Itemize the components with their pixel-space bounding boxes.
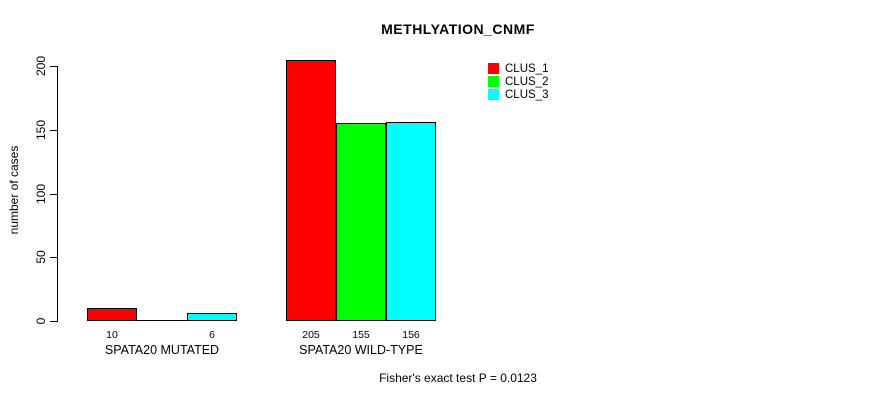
category-label: SPATA20 MUTATED [104,343,220,357]
y-axis-tick [50,257,57,258]
chart-title: METHLYATION_CNMF [381,21,535,37]
legend-item-clus_2: CLUS_2 [488,75,548,88]
legend-label: CLUS_1 [505,62,549,75]
y-axis-tick [50,130,57,131]
bar-clus_1-spata20-mutated [87,308,137,321]
legend-label: CLUS_3 [505,88,549,101]
legend-swatch-icon [488,89,499,100]
y-axis-tick-label: 0 [34,317,48,325]
fisher-test-annotation: Fisher's exact test P = 0.0123 [379,371,537,385]
bar-clus_2-spata20-wild-type [336,123,386,321]
y-axis-tick-label: 200 [34,55,48,77]
bar-value-label: 156 [402,329,420,341]
y-axis-tick-label: 150 [34,119,48,141]
y-axis-tick [50,321,57,322]
legend-swatch-icon [488,63,499,74]
legend-item-clus_3: CLUS_3 [488,88,548,101]
y-axis-tick-label: 50 [34,250,48,264]
category-label: SPATA20 WILD-TYPE [299,343,423,357]
legend-swatch-icon [488,76,499,87]
bar-clus_2-spata20-mutated [137,320,187,321]
y-axis-tick [50,194,57,195]
bar-clus_3-spata20-mutated [187,313,237,321]
bar-value-label: 205 [302,329,320,341]
bar-value-label: 6 [209,329,215,341]
y-axis-label: number of cases [7,145,21,235]
legend-label: CLUS_2 [505,75,549,88]
legend-item-clus_1: CLUS_1 [488,62,548,75]
y-axis-tick [50,66,57,67]
y-axis-line [57,66,58,322]
legend: CLUS_1 CLUS_2 CLUS_3 [488,62,548,101]
bar-value-label: 155 [352,329,370,341]
bar-clus_1-spata20-wild-type [286,60,336,321]
y-axis-tick-label: 100 [34,183,48,205]
bar-clus_3-spata20-wild-type [386,122,436,321]
bar-value-label: 10 [106,329,118,341]
